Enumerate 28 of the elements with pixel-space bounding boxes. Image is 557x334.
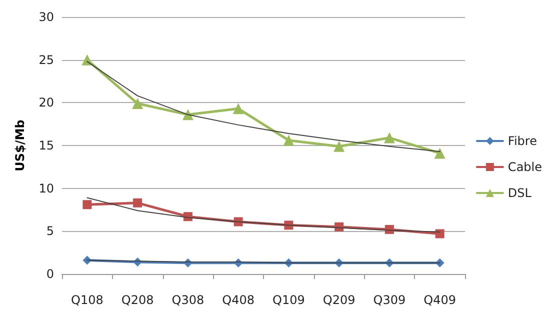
point (334, 140, 345, 152)
point (133, 198, 142, 208)
x-tick-label: Q309 (373, 293, 406, 307)
y-tick-label: 20 (38, 96, 54, 110)
x-tick-label: Q108 (71, 293, 104, 307)
x-tick-label: Q308 (172, 293, 204, 307)
y-tick-label: 25 (38, 52, 54, 67)
y-tick-label: 5 (46, 224, 54, 238)
point (434, 148, 446, 159)
x-tick-label: Q208 (121, 293, 154, 307)
point (384, 132, 395, 144)
y-tick-label: 10 (38, 181, 54, 196)
point (283, 134, 294, 146)
y-axis-title: US$/Mb (13, 119, 27, 172)
point (435, 229, 444, 238)
x-tick-label: Q409 (424, 293, 456, 307)
y-tick-label: 30 (38, 10, 54, 24)
x-tick-label: Q109 (272, 293, 305, 307)
legend-label: DSL (508, 186, 532, 200)
point (82, 200, 92, 210)
x-tick-label: Q209 (322, 293, 356, 307)
y-tick-label: 0 (46, 267, 54, 281)
point (132, 98, 144, 110)
legend-label: Cable (508, 160, 542, 174)
legend-label: Fibre (508, 134, 537, 148)
x-tick-label: Q408 (222, 293, 254, 307)
y-tick-label: 15 (38, 138, 54, 152)
point (232, 103, 244, 114)
